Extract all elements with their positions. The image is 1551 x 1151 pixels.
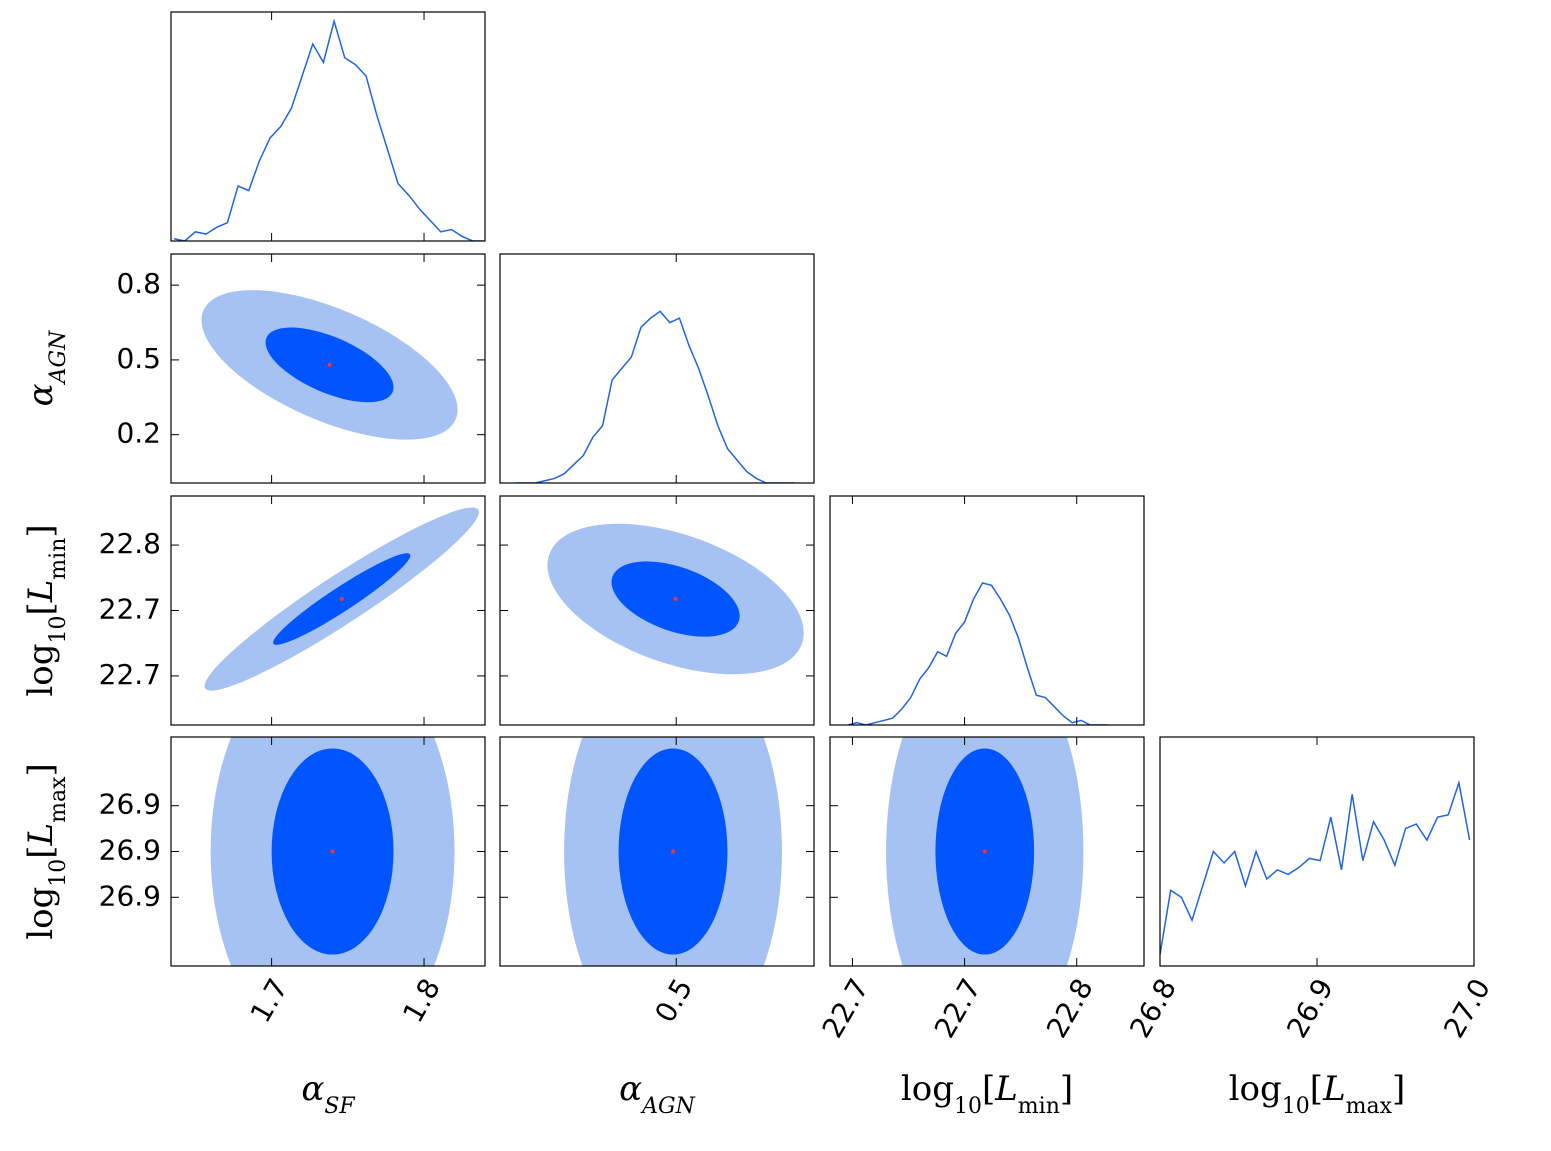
y-tick-label: 0.8	[116, 267, 161, 300]
panel-frame	[499, 253, 815, 484]
axis-label: αAGN	[21, 330, 71, 406]
x-tick-label: 26.8	[1123, 973, 1183, 1043]
axis-label-part: log	[21, 887, 61, 940]
axis-label-part: L	[21, 823, 61, 847]
truth-point	[339, 597, 344, 602]
axis-label-part: ]	[21, 524, 61, 537]
x-tick-label: 1.7	[244, 973, 295, 1028]
panel	[547, 523, 804, 675]
axis-label: log10[Lmin]	[21, 524, 71, 696]
x-tick-label: 22.7	[816, 973, 876, 1043]
axis-label-part: min	[1018, 1094, 1060, 1119]
axis-label-part: α	[21, 383, 61, 406]
truth-point	[330, 849, 335, 854]
axis-label-part: [	[21, 845, 61, 858]
panel	[201, 290, 458, 440]
axis-label: αSF	[301, 1069, 355, 1119]
axis-label-part: 10	[954, 1094, 982, 1119]
axis-label-part: α	[619, 1069, 642, 1109]
axis-label-part: L	[994, 1069, 1018, 1109]
axis-label-part: 10	[46, 859, 71, 887]
y-tick-label: 22.7	[99, 593, 161, 626]
axis-label-part: AGN	[640, 1094, 695, 1119]
axis-label: log10[Lmin]	[901, 1069, 1073, 1119]
axis-label-part: SF	[324, 1094, 355, 1119]
panel	[204, 507, 479, 691]
axis-label-part: ]	[1392, 1069, 1405, 1109]
axis-label: log10[Lmax]	[1229, 1069, 1406, 1119]
panel-frame	[1159, 736, 1475, 967]
x-tick-label: 22.8	[1040, 973, 1100, 1043]
axis-label-part: 10	[1282, 1094, 1310, 1119]
truth-point	[671, 849, 676, 854]
axis-label-part: [	[982, 1069, 995, 1109]
truth-point	[327, 362, 332, 367]
y-tick-label: 22.7	[99, 658, 161, 691]
panel	[516, 310, 795, 483]
panel-frame	[829, 495, 1145, 726]
truth-point	[982, 849, 987, 854]
axis-label-part: L	[21, 580, 61, 604]
panel-frame	[170, 253, 486, 484]
x-tick-label: 27.0	[1437, 973, 1497, 1043]
histogram-line	[1160, 779, 1471, 955]
y-tick-label: 26.9	[99, 834, 161, 867]
axis-label-part: α	[301, 1069, 324, 1109]
axis-label: log10[Lmax]	[21, 763, 71, 940]
y-tick-label: 0.5	[116, 342, 161, 375]
panel	[173, 18, 484, 241]
axis-label-part: AGN	[46, 330, 71, 385]
x-tick-label: 22.7	[928, 973, 988, 1043]
axis-label-part: ]	[21, 763, 61, 776]
histogram-line	[173, 18, 484, 241]
histogram-line	[847, 582, 1109, 725]
y-tick-label: 0.2	[116, 417, 161, 450]
panel	[886, 737, 1084, 966]
axis-label-part: min	[46, 538, 71, 580]
x-tick-label: 26.9	[1280, 973, 1340, 1043]
panel	[210, 737, 455, 966]
axis-label-part: L	[1322, 1069, 1346, 1109]
panel	[847, 582, 1109, 725]
axis-label-part: [	[21, 602, 61, 615]
axis-label: αAGN	[619, 1069, 695, 1119]
y-tick-label: 26.9	[99, 879, 161, 912]
axis-label-part: max	[46, 776, 71, 823]
axis-label-part: [	[1310, 1069, 1323, 1109]
panel-frame	[170, 11, 486, 242]
axis-label-part: log	[1229, 1069, 1282, 1109]
histogram-line	[516, 310, 795, 483]
axis-label-part: 10	[46, 616, 71, 644]
y-tick-label: 22.8	[99, 527, 161, 560]
axis-label-part: max	[1346, 1094, 1393, 1119]
y-tick-label: 26.9	[99, 788, 161, 821]
axis-label-part: log	[901, 1069, 954, 1109]
panel	[1160, 779, 1471, 955]
axis-label-part: ]	[1060, 1069, 1073, 1109]
axis-label-part: log	[21, 644, 61, 697]
panel	[564, 737, 782, 966]
truth-point	[673, 597, 678, 602]
x-tick-label: 1.8	[396, 973, 447, 1028]
x-tick-label: 0.5	[648, 973, 699, 1028]
